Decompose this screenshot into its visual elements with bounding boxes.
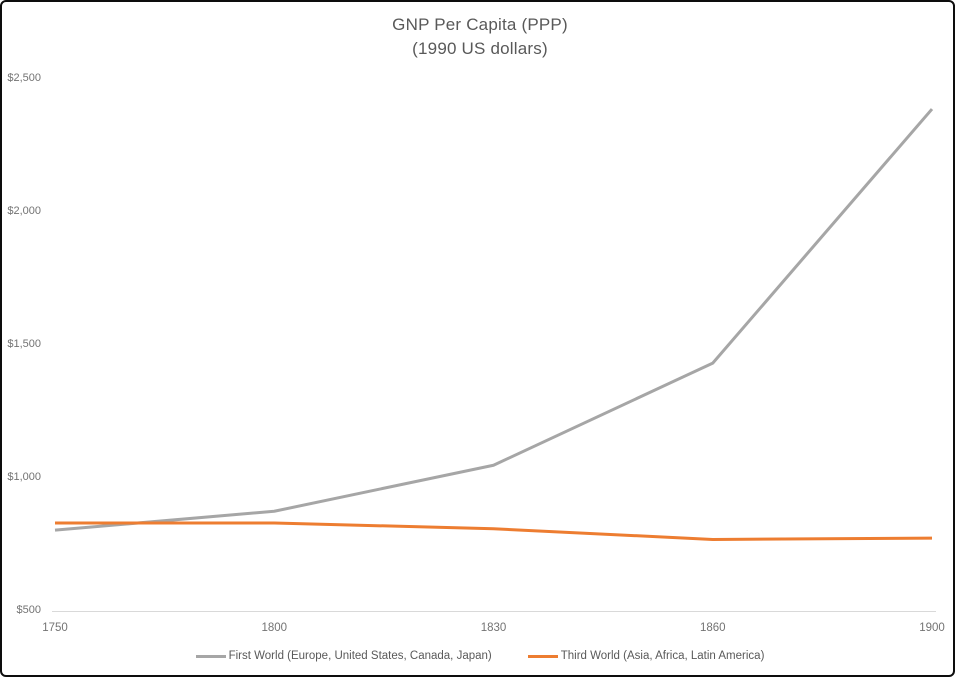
x-axis-tick-label: 1750 bbox=[42, 622, 68, 634]
legend-item-first-world: First World (Europe, United States, Cana… bbox=[195, 650, 492, 662]
y-axis-tick-label: $500 bbox=[16, 604, 41, 616]
legend-label-first-world: First World (Europe, United States, Cana… bbox=[228, 650, 492, 662]
y-axis-tick-label: $2,000 bbox=[7, 205, 41, 217]
legend: First World (Europe, United States, Cana… bbox=[0, 650, 960, 662]
y-axis-tick-label: $1,000 bbox=[7, 471, 41, 483]
x-axis-tick-label: 1900 bbox=[919, 622, 945, 634]
chart-title: GNP Per Capita (PPP) bbox=[392, 15, 568, 34]
x-axis-tick-label: 1800 bbox=[261, 622, 288, 634]
third-world-line bbox=[55, 521, 933, 541]
first-world-line bbox=[54, 108, 934, 532]
y-axis-tick-label: $1,500 bbox=[7, 338, 41, 350]
legend-swatch-first-world bbox=[195, 654, 226, 658]
legend-item-third-world: Third World (Asia, Africa, Latin America… bbox=[527, 650, 765, 662]
x-axis-tick-label: 1830 bbox=[480, 622, 507, 634]
y-axis-tick-label: $2,500 bbox=[7, 72, 41, 84]
chart-title-block: GNP Per Capita (PPP) (1990 US dollars) bbox=[0, 13, 960, 61]
legend-swatch-third-world bbox=[527, 654, 558, 658]
x-axis-tick-label: 1860 bbox=[699, 622, 726, 634]
legend-label-third-world: Third World (Asia, Africa, Latin America… bbox=[560, 650, 765, 662]
chart-subtitle: (1990 US dollars) bbox=[412, 39, 548, 58]
